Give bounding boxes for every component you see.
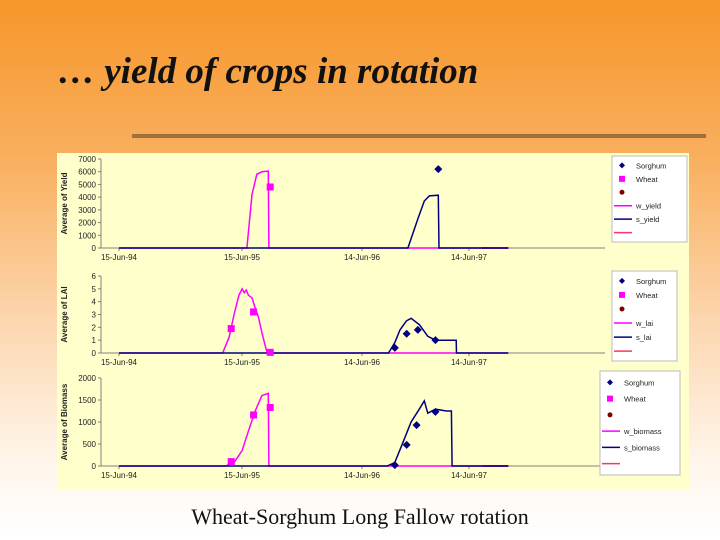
y-tick-label: 2000 xyxy=(78,374,96,383)
marker-wheat xyxy=(250,411,258,419)
y-tick-label: 6 xyxy=(92,272,97,281)
series-line-s_biomass xyxy=(119,399,509,467)
slide-title: … yield of crops in rotation xyxy=(58,51,479,92)
legend-label: Sorghum xyxy=(636,161,666,170)
legend-dot-icon xyxy=(619,306,625,312)
series-line-w_yield xyxy=(119,170,509,249)
y-tick-label: 2 xyxy=(92,323,97,332)
legend-sorghum-icon xyxy=(619,277,625,284)
marker-sorghum xyxy=(431,336,440,345)
x-tick-label: 14-Jun-96 xyxy=(344,253,381,262)
chart-panel: 0 1000 2000 3000 4000 5000 6000 7000 Average of … xyxy=(57,153,689,489)
marker-sorghum xyxy=(431,407,440,416)
legend: Sorghum Wheat w_lai s_lai xyxy=(611,270,678,362)
slide-caption: Wheat-Sorghum Long Fallow rotation xyxy=(191,504,529,529)
x-tick-label: 14-Jun-97 xyxy=(451,358,488,367)
y-axis-label: Average of Yield xyxy=(60,172,69,234)
title-divider xyxy=(132,134,706,138)
marker-sorghum xyxy=(390,461,399,470)
marker-wheat xyxy=(266,403,274,411)
y-tick-label: 4 xyxy=(92,298,97,307)
legend-dot-icon xyxy=(619,189,625,195)
x-tick-label: 15-Jun-94 xyxy=(101,471,138,480)
legend-label: Sorghum xyxy=(624,378,654,387)
series-line-w_biomass xyxy=(119,392,509,467)
chart-3: 0 500 1000 1500 2000 Average of Biomass 15-Jun… xyxy=(60,370,681,480)
legend-box xyxy=(611,270,678,362)
y-tick-label: 5 xyxy=(92,285,97,294)
marker-sorghum xyxy=(390,343,399,352)
x-tick-label: 15-Jun-94 xyxy=(101,358,138,367)
x-tick-label: 14-Jun-96 xyxy=(344,358,381,367)
legend-box xyxy=(599,370,681,476)
legend-wheat-icon xyxy=(619,291,625,298)
y-tick-label: 7000 xyxy=(78,155,96,164)
legend-label: s_lai xyxy=(636,333,652,342)
y-tick-label: 1000 xyxy=(78,231,96,240)
legend-label: Wheat xyxy=(636,291,659,300)
marker-wheat xyxy=(266,348,274,356)
legend-label: w_biomass xyxy=(623,427,662,436)
legend-wheat-icon xyxy=(607,395,613,402)
marker-wheat xyxy=(266,183,274,191)
y-tick-label: 5000 xyxy=(78,180,96,189)
legend-label: w_lai xyxy=(635,319,653,328)
y-tick-label: 1 xyxy=(92,336,97,345)
x-tick-label: 14-Jun-97 xyxy=(451,253,488,262)
marker-wheat xyxy=(227,458,235,466)
legend-label: w_yield xyxy=(635,202,661,211)
y-tick-label: 4000 xyxy=(78,193,96,202)
y-tick-label: 500 xyxy=(83,440,97,449)
x-tick-label: 15-Jun-94 xyxy=(101,253,138,262)
marker-sorghum xyxy=(413,325,422,334)
marker-sorghum xyxy=(412,421,421,430)
y-axis-label: Average of LAI xyxy=(60,286,69,342)
y-tick-label: 1000 xyxy=(78,418,96,427)
y-tick-label: 3000 xyxy=(78,206,96,215)
x-tick-label: 15-Jun-95 xyxy=(224,253,261,262)
x-tick-label: 14-Jun-96 xyxy=(344,471,381,480)
legend-label: Wheat xyxy=(636,175,659,184)
series-line-s_yield xyxy=(119,194,509,249)
marker-wheat xyxy=(227,325,235,333)
y-tick-label: 0 xyxy=(92,462,97,471)
series-line-w_lai xyxy=(119,287,509,354)
legend-label: s_biomass xyxy=(624,443,660,452)
legend-wheat-icon xyxy=(619,175,625,182)
y-tick-label: 6000 xyxy=(78,168,96,177)
legend: Sorghum Wheat w_yield s_yield xyxy=(611,155,688,243)
y-tick-label: 3 xyxy=(92,311,97,320)
x-tick-label: 15-Jun-95 xyxy=(224,471,261,480)
x-tick-label: 15-Jun-95 xyxy=(224,358,261,367)
legend-sorghum-icon xyxy=(607,379,613,386)
legend-sorghum-icon xyxy=(619,162,625,169)
legend: Sorghum Wheat w_biomass s_biomass xyxy=(599,370,681,476)
legend-box xyxy=(611,155,688,243)
marker-sorghum xyxy=(402,329,411,338)
x-tick-label: 14-Jun-97 xyxy=(451,471,488,480)
series-line-s_lai xyxy=(119,317,509,354)
marker-wheat xyxy=(250,308,258,316)
legend-label: Sorghum xyxy=(636,277,666,286)
marker-sorghum xyxy=(434,165,443,174)
legend-label: s_yield xyxy=(636,215,659,224)
chart-1: 0 1000 2000 3000 4000 5000 6000 7000 Average of … xyxy=(60,155,688,262)
y-tick-label: 0 xyxy=(92,244,97,253)
y-tick-label: 1500 xyxy=(78,396,96,405)
chart-2: 0 1 2 3 4 5 6 Average of LAI 15-Jun-94 15-Jun-95 1… xyxy=(60,270,678,367)
legend-label: Wheat xyxy=(624,395,647,404)
legend-dot-icon xyxy=(607,412,613,418)
y-tick-label: 2000 xyxy=(78,219,96,228)
y-tick-label: 0 xyxy=(92,349,97,358)
marker-sorghum xyxy=(402,440,411,449)
y-axis-label: Average of Biomass xyxy=(60,383,69,460)
